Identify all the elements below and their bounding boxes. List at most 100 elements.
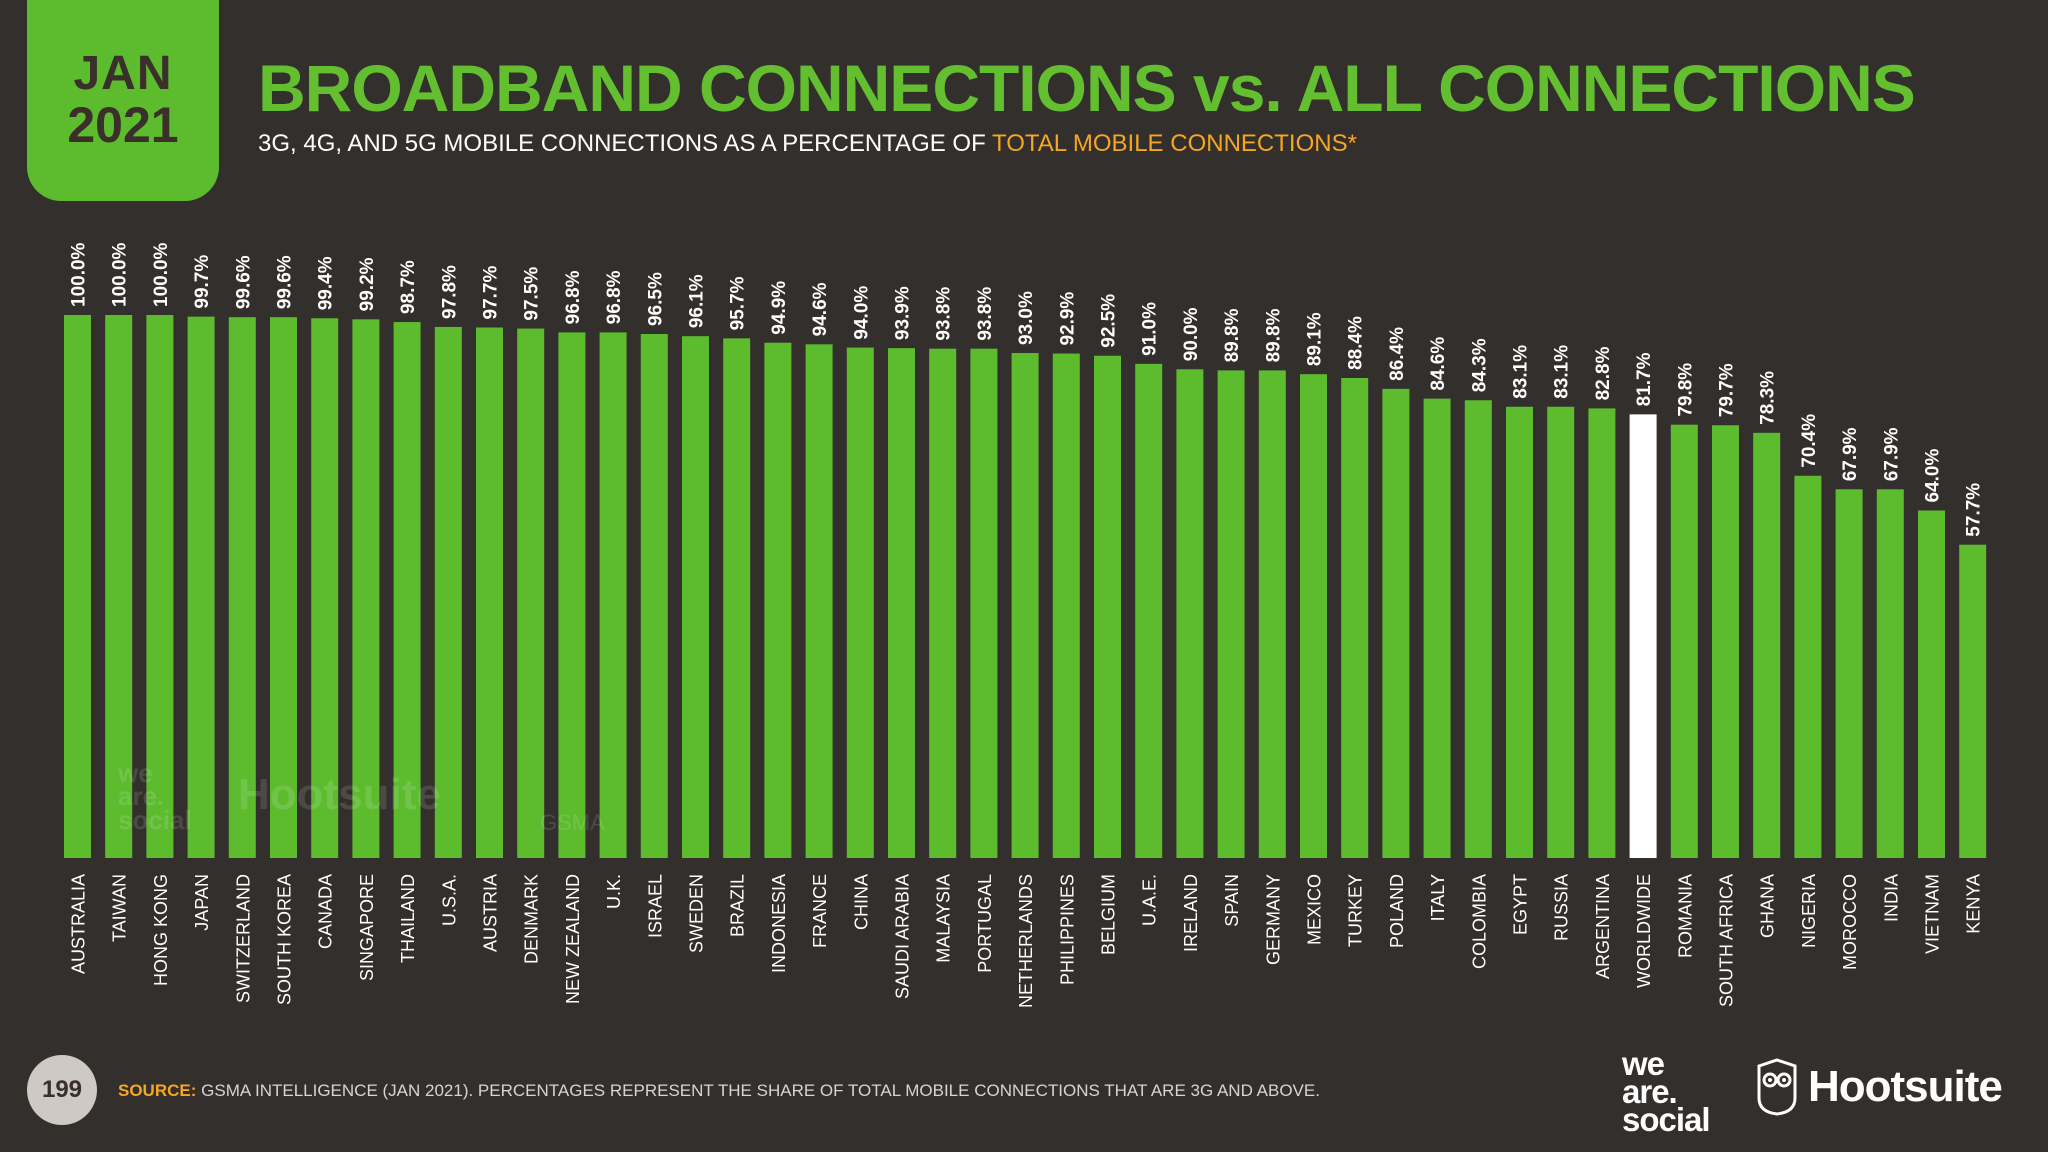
bar-netherlands [1011,353,1039,858]
bar-japan [187,316,215,858]
bar-argentina [1588,408,1616,858]
source-label: SOURCE: [118,1081,197,1100]
hootsuite-wordmark: Hootsuite [1808,1062,2003,1111]
bar-worldwide [1629,414,1657,858]
badge-month: JAN [73,47,173,101]
bar-canada [311,318,339,858]
page-number: 199 [27,1055,97,1125]
value-label: 100.0% [110,242,131,307]
value-label: 79.8% [1675,363,1696,417]
value-label: 67.9% [1881,427,1902,481]
category-label: POLAND [1387,874,1407,948]
category-label: FRANCE [810,874,830,948]
category-label: GHANA [1758,874,1778,938]
category-label: AUSTRIA [481,874,501,952]
category-label: ITALY [1428,874,1448,921]
bar-switzerland [228,317,256,858]
bar-u-s-a [434,326,462,858]
category-label: HONG KONG [151,874,171,986]
category-label: ARGENTINA [1593,874,1613,979]
value-label: 96.8% [604,270,625,324]
value-label: 100.0% [69,242,90,307]
bar-singapore [352,319,380,858]
bar-china [846,347,874,858]
value-label: 93.8% [975,287,996,341]
bar-south-korea [270,317,297,858]
category-label: CHINA [851,874,871,930]
bar-israel [640,334,668,858]
bar-portugal [970,348,998,858]
value-label: 97.5% [522,267,543,321]
value-label: 94.9% [769,281,790,335]
bar-colombia [1464,400,1492,858]
bar-egypt [1506,406,1533,858]
value-label: 96.5% [645,272,666,326]
value-label: 92.9% [1057,292,1078,346]
value-label: 98.7% [398,260,419,314]
bar-hong-kong [146,315,174,858]
watermark-we-are-social: we are. social [118,758,192,835]
subtitle-highlight: TOTAL MOBILE CONNECTIONS* [991,130,1357,157]
value-label: 91.0% [1140,302,1161,356]
bar-turkey [1341,377,1369,858]
value-label: 89.1% [1305,312,1326,366]
category-label: JAPAN [192,874,212,931]
category-label: THAILAND [398,874,418,963]
category-label: WORLDWIDE [1634,874,1654,988]
bar-new-zealand [558,332,586,859]
category-label: ROMANIA [1675,874,1695,958]
value-label: 93.9% [893,286,914,340]
value-label: 79.7% [1717,363,1738,417]
category-label: ISRAEL [645,874,665,938]
value-label: 99.4% [316,256,337,310]
value-label: 57.7% [1964,483,1985,537]
category-label: KENYA [1964,874,1984,934]
bar-ghana [1753,432,1781,858]
watermark-gsma: GSMA [540,810,605,835]
bar-vietnam [1918,510,1945,858]
value-label: 83.1% [1552,345,1573,399]
value-label: 97.8% [439,265,460,319]
value-label: 70.4% [1799,414,1820,468]
value-label: 84.3% [1469,338,1490,392]
bar-u-a-e [1135,363,1163,858]
page-title: BROADBAND CONNECTIONS vs. ALL CONNECTION… [258,51,1916,125]
value-label: 81.7% [1634,352,1655,406]
bar-france [805,344,833,858]
value-label: 88.4% [1346,316,1367,370]
bar-u-k [599,332,627,859]
subtitle-main: 3G, 4G, AND 5G MOBILE CONNECTIONS AS A P… [258,130,992,157]
category-label: VIETNAM [1923,874,1943,954]
category-label: PHILIPPINES [1057,874,1077,985]
bar-india [1876,489,1904,858]
bar-kenya [1959,544,1987,858]
owl-icon [1757,1058,1797,1116]
value-label: 97.7% [481,266,502,320]
category-label: SPAIN [1222,874,1242,927]
bar-philippines [1052,353,1080,858]
value-label: 90.0% [1181,307,1202,361]
value-label: 95.7% [728,276,749,330]
category-label: NEW ZEALAND [563,874,583,1004]
category-label: IRELAND [1181,874,1201,952]
we-are-social-logo: we are. social [1622,1045,1711,1139]
category-label: MEXICO [1305,874,1325,945]
category-label: SAUDI ARABIA [893,874,913,999]
category-label: BELGIUM [1099,874,1119,955]
category-label: MALAYSIA [934,874,954,963]
value-label: 99.2% [357,257,378,311]
category-label: SOUTH AFRICA [1717,874,1737,1007]
value-label: 89.8% [1263,308,1284,362]
value-label: 64.0% [1923,449,1944,503]
value-label: 94.0% [851,286,872,340]
bar-thailand [393,322,421,859]
value-label: 89.8% [1222,308,1243,362]
value-label: 93.0% [1016,291,1037,345]
category-label: U.A.E. [1140,874,1160,926]
value-label: 94.6% [810,282,831,336]
value-label: 100.0% [151,242,172,307]
category-label: SWEDEN [687,874,707,953]
bar-malaysia [929,348,957,858]
category-label: AUSTRALIA [69,874,89,974]
category-label: INDIA [1881,874,1901,922]
